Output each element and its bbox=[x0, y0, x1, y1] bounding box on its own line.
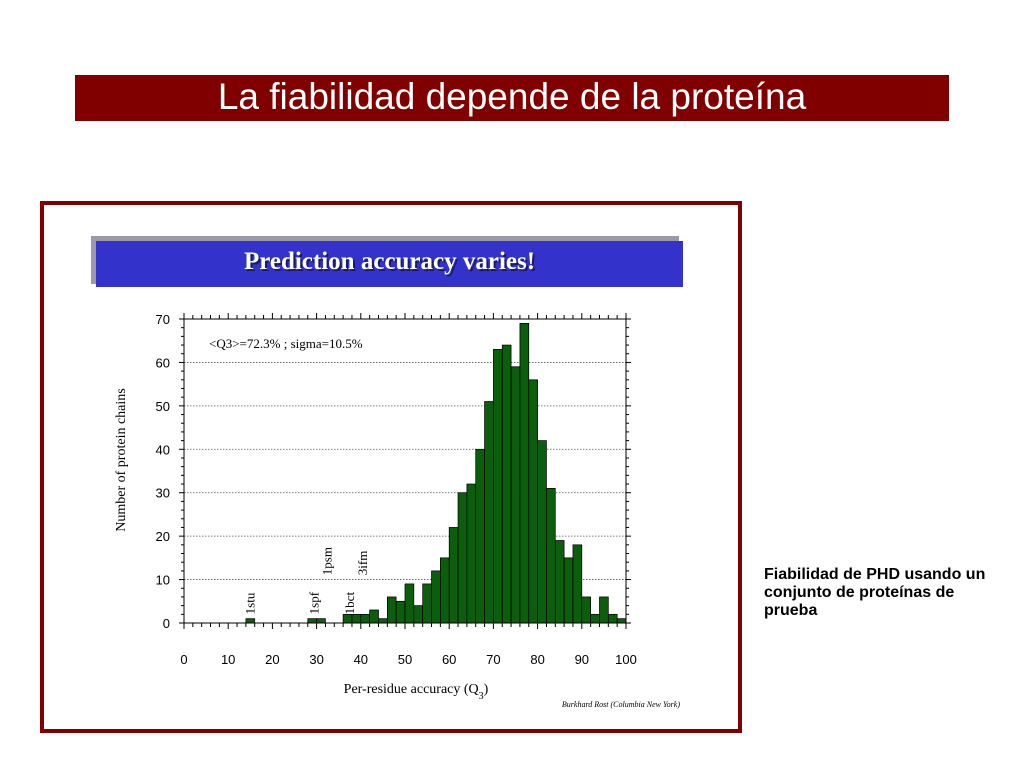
histogram-bar bbox=[245, 618, 256, 624]
title-bar: La fiabilidad depende de la proteína bbox=[75, 75, 949, 121]
banner-title: Prediction accuracy varies! bbox=[243, 248, 536, 275]
histogram-bar bbox=[475, 448, 485, 624]
y-tick-label: 60 bbox=[156, 355, 170, 370]
histogram-bar bbox=[395, 600, 406, 624]
histogram-bar bbox=[457, 492, 468, 624]
histogram-bar bbox=[440, 557, 450, 624]
banner: Prediction accuracy varies! bbox=[96, 241, 683, 287]
x-axis-label: Per-residue accuracy (Q3) bbox=[344, 682, 489, 702]
histogram-bar bbox=[510, 366, 521, 624]
histogram-bar bbox=[422, 583, 432, 624]
histogram-bar bbox=[554, 540, 565, 624]
protein-label: 1stu bbox=[242, 592, 257, 614]
histogram-bar bbox=[369, 609, 379, 624]
y-tick-label: 70 bbox=[156, 312, 170, 327]
x-tick-label: 90 bbox=[575, 652, 589, 667]
histogram-bar bbox=[316, 618, 326, 624]
x-tick-label: 0 bbox=[180, 652, 187, 667]
histogram-bar bbox=[413, 605, 424, 624]
x-tick-label: 60 bbox=[442, 652, 456, 667]
histogram-chart: 0 10 20 30 40 50 60 70 0 10 20 30 40 50 60 70 80 90 100 1s… bbox=[114, 312, 680, 709]
y-tick-label: 50 bbox=[156, 399, 170, 414]
caption: Fiabilidad de PHD usando un conjunto de … bbox=[764, 566, 986, 619]
tick-labels: 0 10 20 30 40 50 60 70 0 10 20 30 40 50 60 70 80 90 100 bbox=[156, 312, 637, 667]
histogram-bar bbox=[360, 613, 370, 624]
histogram-bar bbox=[590, 613, 600, 624]
histogram-bar bbox=[572, 544, 583, 624]
histogram-bar bbox=[546, 488, 556, 624]
x-axis-label-subscript: 3 bbox=[479, 691, 484, 702]
y-tick-label: 30 bbox=[156, 486, 170, 501]
histogram-bar bbox=[563, 557, 574, 624]
histogram-bar bbox=[607, 613, 618, 624]
y-tick-label: 40 bbox=[156, 442, 170, 457]
x-tick-label: 30 bbox=[309, 652, 323, 667]
histogram-bar bbox=[519, 322, 530, 624]
x-tick-label: 80 bbox=[530, 652, 544, 667]
x-tick-label: 50 bbox=[398, 652, 412, 667]
slide-title: La fiabilidad depende de la proteína bbox=[217, 76, 807, 117]
histogram-bar bbox=[537, 440, 547, 624]
histogram-bar bbox=[484, 401, 494, 624]
axes bbox=[179, 313, 631, 629]
histogram-bar bbox=[431, 570, 441, 624]
x-tick-label: 100 bbox=[615, 652, 637, 667]
x-tick-label: 70 bbox=[486, 652, 500, 667]
x-tick-label: 40 bbox=[354, 652, 368, 667]
protein-label: 1psm bbox=[320, 547, 335, 575]
x-tick-label: 20 bbox=[265, 652, 279, 667]
credit: Burkhard Rost (Columbia New York) bbox=[562, 700, 680, 709]
annotation: <Q3>=72.3% ; sigma=10.5% bbox=[209, 336, 363, 351]
bars bbox=[245, 322, 627, 624]
protein-label: 3ifm bbox=[355, 551, 370, 576]
histogram-bar bbox=[307, 618, 317, 624]
histogram-bar bbox=[493, 349, 503, 624]
histogram-bar bbox=[581, 596, 591, 624]
histogram-bar bbox=[616, 618, 627, 624]
histogram-bar bbox=[599, 596, 609, 624]
y-tick-label: 10 bbox=[156, 573, 170, 588]
figure-panel bbox=[40, 201, 742, 733]
x-axis-label-close: ) bbox=[484, 682, 489, 697]
histogram-bar bbox=[448, 527, 459, 624]
histogram-bar bbox=[386, 596, 397, 624]
histogram-bar bbox=[501, 344, 512, 624]
x-axis-label-main: Per-residue accuracy (Q bbox=[344, 682, 479, 697]
histogram-bar bbox=[404, 583, 415, 624]
y-tick-label: 20 bbox=[156, 529, 170, 544]
protein-label: 1spf bbox=[306, 591, 321, 614]
histogram-bar bbox=[528, 379, 538, 624]
protein-labels: 1stu 1spf 1psm 1bct 3ifm bbox=[242, 547, 370, 614]
histogram-bar bbox=[466, 483, 477, 624]
histogram-bar bbox=[378, 618, 388, 624]
protein-label: 1bct bbox=[342, 592, 357, 615]
y-tick-label: 0 bbox=[163, 616, 170, 631]
x-tick-label: 10 bbox=[221, 652, 235, 667]
histogram-bar bbox=[342, 613, 353, 624]
histogram-bar bbox=[351, 613, 362, 624]
y-axis-label: Number of protein chains bbox=[114, 388, 129, 531]
